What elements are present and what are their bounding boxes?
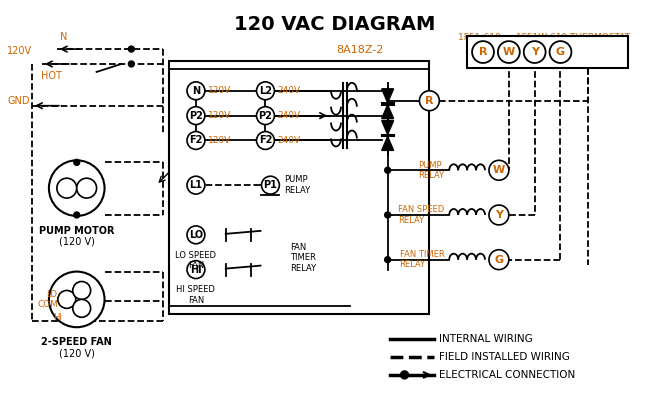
Circle shape — [77, 178, 96, 198]
Polygon shape — [382, 121, 393, 134]
Circle shape — [187, 107, 205, 124]
Circle shape — [49, 160, 105, 216]
Circle shape — [74, 159, 80, 165]
Text: Y: Y — [531, 47, 539, 57]
Circle shape — [57, 178, 77, 198]
Text: FAN
TIMER
RELAY: FAN TIMER RELAY — [290, 243, 316, 273]
Circle shape — [419, 91, 440, 111]
Text: FAN TIMER
RELAY: FAN TIMER RELAY — [399, 250, 444, 269]
Circle shape — [129, 61, 135, 67]
Circle shape — [49, 272, 105, 327]
Circle shape — [524, 41, 545, 63]
Circle shape — [73, 300, 90, 317]
Text: 240V: 240V — [277, 86, 301, 95]
Text: LO: LO — [46, 290, 57, 299]
Text: 120V: 120V — [208, 111, 231, 120]
Text: R: R — [479, 47, 487, 57]
Circle shape — [73, 282, 90, 300]
Text: LO SPEED
FAN: LO SPEED FAN — [176, 251, 216, 270]
Circle shape — [489, 250, 509, 269]
Text: ELECTRICAL CONNECTION: ELECTRICAL CONNECTION — [440, 370, 576, 380]
Text: INTERNAL WIRING: INTERNAL WIRING — [440, 334, 533, 344]
Bar — [169, 61, 429, 314]
Text: FAN SPEED
RELAY: FAN SPEED RELAY — [398, 205, 444, 225]
Text: PUMP
RELAY: PUMP RELAY — [284, 176, 310, 195]
Text: 240V: 240V — [277, 136, 301, 145]
Text: 120 VAC DIAGRAM: 120 VAC DIAGRAM — [234, 16, 436, 34]
Text: 240V: 240V — [277, 111, 301, 120]
Circle shape — [385, 212, 391, 218]
Text: 120V: 120V — [208, 136, 231, 145]
Text: 2-SPEED FAN: 2-SPEED FAN — [42, 337, 112, 347]
Circle shape — [261, 176, 279, 194]
Circle shape — [549, 41, 572, 63]
Polygon shape — [382, 137, 393, 150]
Circle shape — [385, 167, 391, 173]
Polygon shape — [382, 105, 393, 119]
Text: HI: HI — [190, 265, 202, 274]
Text: (120 V): (120 V) — [59, 348, 94, 358]
Circle shape — [385, 257, 391, 263]
Circle shape — [187, 176, 205, 194]
Text: HOT: HOT — [42, 71, 62, 81]
Text: L2: L2 — [259, 86, 272, 96]
Text: 8A18Z-2: 8A18Z-2 — [336, 45, 383, 55]
Circle shape — [187, 82, 205, 100]
Circle shape — [257, 132, 275, 150]
Text: 1F51-619 or 1F51W-619 THERMOSTAT: 1F51-619 or 1F51W-619 THERMOSTAT — [458, 33, 630, 42]
Text: HI: HI — [53, 313, 62, 322]
Text: P1: P1 — [263, 180, 277, 190]
Text: W: W — [502, 47, 515, 57]
Circle shape — [489, 205, 509, 225]
Text: LO: LO — [189, 230, 203, 240]
Circle shape — [489, 160, 509, 180]
Text: G: G — [556, 47, 565, 57]
Circle shape — [257, 107, 275, 124]
Text: (120 V): (120 V) — [59, 237, 94, 247]
Circle shape — [187, 226, 205, 244]
Text: P2: P2 — [189, 111, 203, 121]
Text: COM: COM — [38, 300, 59, 309]
Text: P2: P2 — [259, 111, 273, 121]
Text: HI SPEED
FAN: HI SPEED FAN — [176, 285, 215, 305]
Text: F2: F2 — [189, 135, 202, 145]
Circle shape — [58, 290, 76, 308]
Circle shape — [401, 371, 409, 379]
Text: W: W — [492, 165, 505, 175]
Circle shape — [498, 41, 520, 63]
Text: L1: L1 — [190, 180, 202, 190]
Circle shape — [187, 132, 205, 150]
Circle shape — [187, 261, 205, 279]
Text: F2: F2 — [259, 135, 272, 145]
Text: PUMP MOTOR: PUMP MOTOR — [39, 226, 115, 236]
Text: N: N — [192, 86, 200, 96]
Circle shape — [257, 82, 275, 100]
Text: FIELD INSTALLED WIRING: FIELD INSTALLED WIRING — [440, 352, 570, 362]
Text: N: N — [60, 32, 68, 42]
Text: 120V: 120V — [208, 86, 231, 95]
Circle shape — [129, 46, 135, 52]
Text: Y: Y — [495, 210, 503, 220]
Circle shape — [74, 212, 80, 218]
Text: 120V: 120V — [7, 46, 32, 56]
Text: G: G — [494, 255, 503, 265]
Text: R: R — [425, 96, 433, 106]
Bar — [467, 36, 628, 68]
Polygon shape — [382, 89, 393, 103]
Text: GND: GND — [7, 96, 29, 106]
Circle shape — [472, 41, 494, 63]
Text: PUMP
RELAY: PUMP RELAY — [418, 160, 444, 180]
